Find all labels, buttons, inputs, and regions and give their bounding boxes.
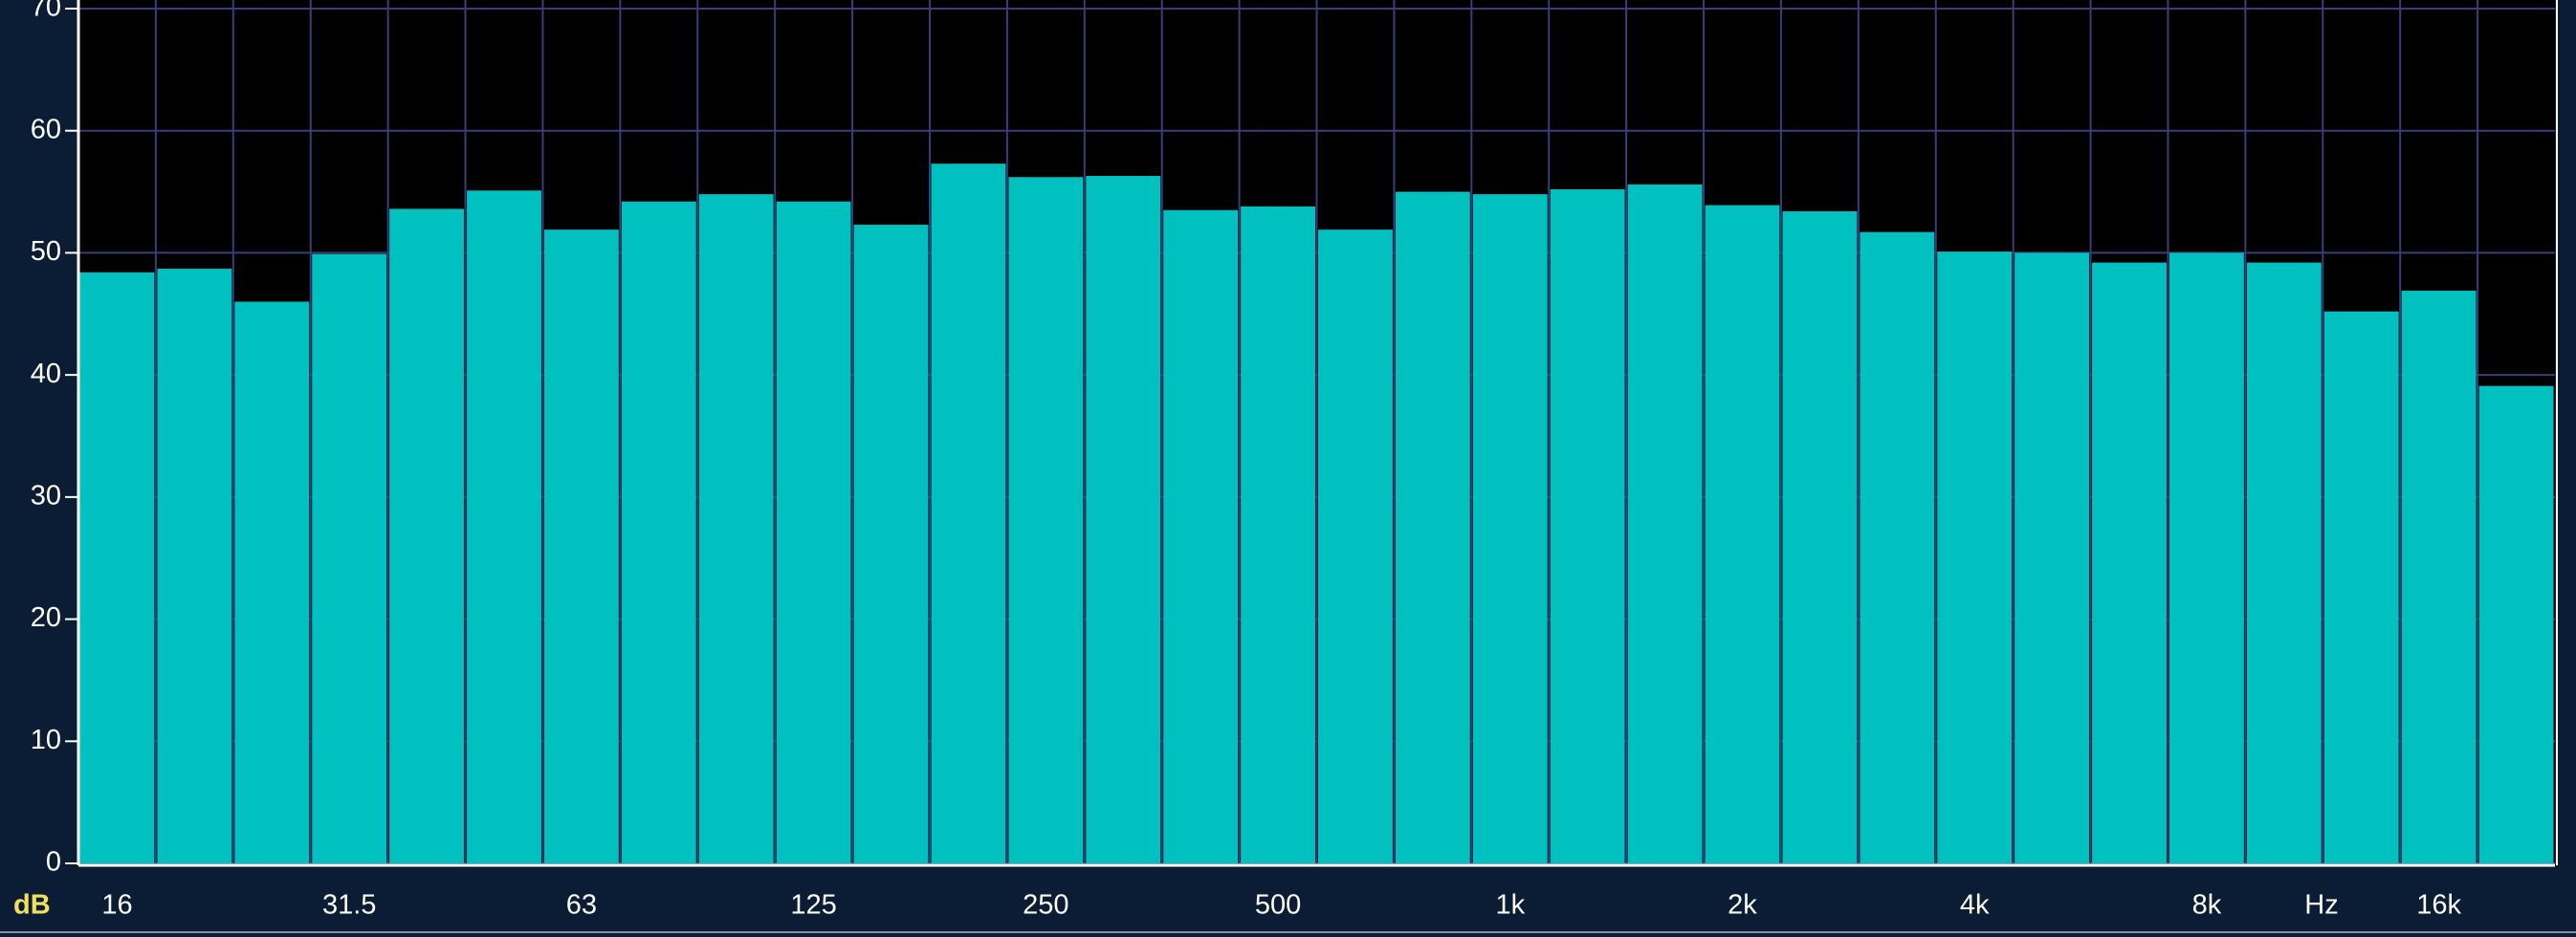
x-tick-label: 16 <box>101 890 132 921</box>
bar <box>389 208 465 864</box>
x-tick-label: 31.5 <box>322 890 376 921</box>
bar <box>543 229 619 864</box>
y-tick-label: 30 <box>31 481 61 512</box>
x-tick-label: 125 <box>790 890 836 921</box>
bar <box>1318 229 1393 864</box>
bar <box>1937 251 2013 863</box>
y-tick-label: 10 <box>31 725 61 755</box>
y-tick-label: 70 <box>31 0 61 23</box>
bar <box>1860 231 1935 863</box>
x-tick-label: 500 <box>1255 890 1301 921</box>
bar <box>1086 175 1161 863</box>
x-axis-label: Hz <box>2304 890 2338 921</box>
bar <box>1627 184 1703 863</box>
bar <box>698 194 774 863</box>
bar <box>2092 262 2167 863</box>
bar <box>776 201 851 863</box>
bar <box>853 225 929 863</box>
y-tick-label: 20 <box>31 602 61 633</box>
bar <box>312 253 387 864</box>
bar <box>1008 177 1084 863</box>
x-tick-label: 2k <box>1728 890 1757 921</box>
bar <box>1163 209 1239 863</box>
bar <box>1395 191 1470 864</box>
bar <box>2478 385 2554 863</box>
bar <box>621 201 696 863</box>
x-tick-label: 1k <box>1495 890 1525 921</box>
bar <box>2246 262 2322 863</box>
bar <box>2401 291 2477 863</box>
x-tick-label: 8k <box>2192 890 2222 921</box>
bar <box>467 190 541 863</box>
bar <box>1550 189 1625 863</box>
x-tick-label: 250 <box>1023 890 1068 921</box>
x-tick-label: 63 <box>566 890 597 921</box>
y-tick-label: 40 <box>31 359 61 389</box>
bar <box>1241 206 1315 863</box>
bar <box>1705 205 1780 863</box>
bar <box>234 301 310 863</box>
bar <box>2015 252 2090 863</box>
bar <box>157 269 232 863</box>
bar <box>2323 311 2399 863</box>
bar <box>2169 252 2244 863</box>
y-tick-label: 60 <box>31 114 61 144</box>
y-axis-label: dB <box>13 890 51 921</box>
x-tick-label: 16k <box>2416 890 2461 921</box>
y-tick-label: 50 <box>31 236 61 267</box>
y-tick-label: 0 <box>46 847 61 878</box>
bar <box>1782 211 1858 863</box>
bar <box>1472 194 1548 863</box>
x-tick-label: 4k <box>1960 890 1990 921</box>
bar <box>931 163 1006 863</box>
bar <box>79 272 155 863</box>
